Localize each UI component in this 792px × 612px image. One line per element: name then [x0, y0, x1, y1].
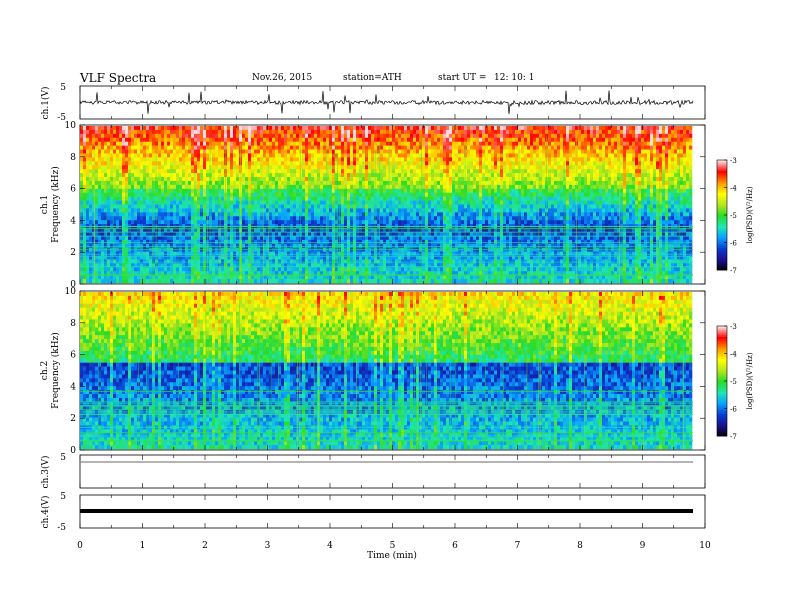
- spectrogram-ytick: 4: [70, 216, 76, 226]
- ch1-ytick: -5: [57, 113, 66, 123]
- start-ut-label: start UT =: [438, 73, 487, 83]
- spectrogram-channel-label: ch.1: [40, 195, 50, 214]
- spectrogram-ytick: 2: [70, 414, 76, 424]
- x-tick-label: 2: [202, 541, 208, 551]
- spectrogram-ytick: 8: [70, 153, 76, 163]
- axis-ticks: [79, 86, 706, 528]
- x-tick-label: 9: [640, 541, 646, 551]
- spectrogram-ytick: 8: [70, 319, 76, 329]
- spectrogram-ytick: 0: [70, 446, 76, 456]
- colorbar-tick: -5: [730, 378, 737, 386]
- colorbar-label: log(PSD)(V²/Hz): [746, 186, 754, 243]
- colorbar-tick: -6: [730, 406, 737, 414]
- x-tick-label: 10: [699, 541, 711, 551]
- ch4-waveform-trace: [80, 509, 693, 513]
- ch3-ylabel: ch.3(V): [40, 456, 51, 489]
- ch2-spectrogram-image: [80, 292, 693, 450]
- x-tick-label: 5: [390, 541, 396, 551]
- spectrogram-ytick: 4: [70, 382, 76, 392]
- x-tick-label: 0: [77, 541, 83, 551]
- ch1-spectrogram-image: [80, 126, 693, 284]
- spectrogram-ytick: 6: [70, 185, 76, 195]
- ch4-ytick: -5: [57, 523, 66, 533]
- ch1-ytick: 5: [60, 83, 66, 93]
- recording-date: Nov.26, 2015: [252, 73, 313, 83]
- colorbar-tick: -3: [730, 157, 737, 165]
- station-label: station=ATH: [343, 73, 402, 83]
- start-ut-value: 12: 10: 1: [494, 73, 535, 83]
- x-tick-label: 4: [327, 541, 333, 551]
- x-tick-label: 1: [140, 541, 146, 551]
- colorbar-tick: -3: [730, 323, 737, 331]
- colorbar-tick: -7: [730, 267, 737, 275]
- spectrogram-ylabel: Frequency (kHz): [50, 166, 61, 243]
- spectrogram-ytick: 0: [70, 280, 76, 290]
- colorbar-tick: -4: [730, 351, 737, 359]
- spectrogram-channel-label: ch.2: [40, 361, 50, 380]
- colorbar-tick: -7: [730, 433, 737, 441]
- x-tick-label: 6: [452, 541, 458, 551]
- ch4-ytick: 5: [60, 492, 66, 502]
- ch1-ylabel: ch.1(V): [40, 87, 51, 120]
- ch4-ylabel: ch.4(V): [40, 496, 51, 529]
- spectrogram-ytick: 6: [70, 351, 76, 361]
- x-tick-label: 7: [515, 541, 521, 551]
- x-tick-label: 3: [265, 541, 271, 551]
- spectrogram-ylabel: Frequency (kHz): [50, 332, 61, 409]
- chart-title: VLF Spectra: [80, 71, 157, 85]
- ch1-colorbar: -3 -4 -5 -6 -7 log(PSD)(V²/Hz): [716, 157, 754, 275]
- colorbar-tick: -5: [730, 212, 737, 220]
- x-axis-label: Time (min): [367, 550, 417, 561]
- x-tick-label: 8: [577, 541, 583, 551]
- spectrogram-ytick: 2: [70, 248, 76, 258]
- spectrogram-ytick: 10: [65, 121, 77, 131]
- ch2-colorbar: -3 -4 -5 -6 -7 log(PSD)(V²/Hz): [716, 323, 754, 441]
- colorbar-label: log(PSD)(V²/Hz): [746, 352, 754, 409]
- colorbar-tick: -4: [730, 185, 737, 193]
- spectrogram-ytick: 10: [65, 287, 77, 297]
- colorbar-tick: -6: [730, 240, 737, 248]
- ch1-waveform-trace: [79, 90, 694, 115]
- ch3-ytick: 5: [60, 453, 66, 463]
